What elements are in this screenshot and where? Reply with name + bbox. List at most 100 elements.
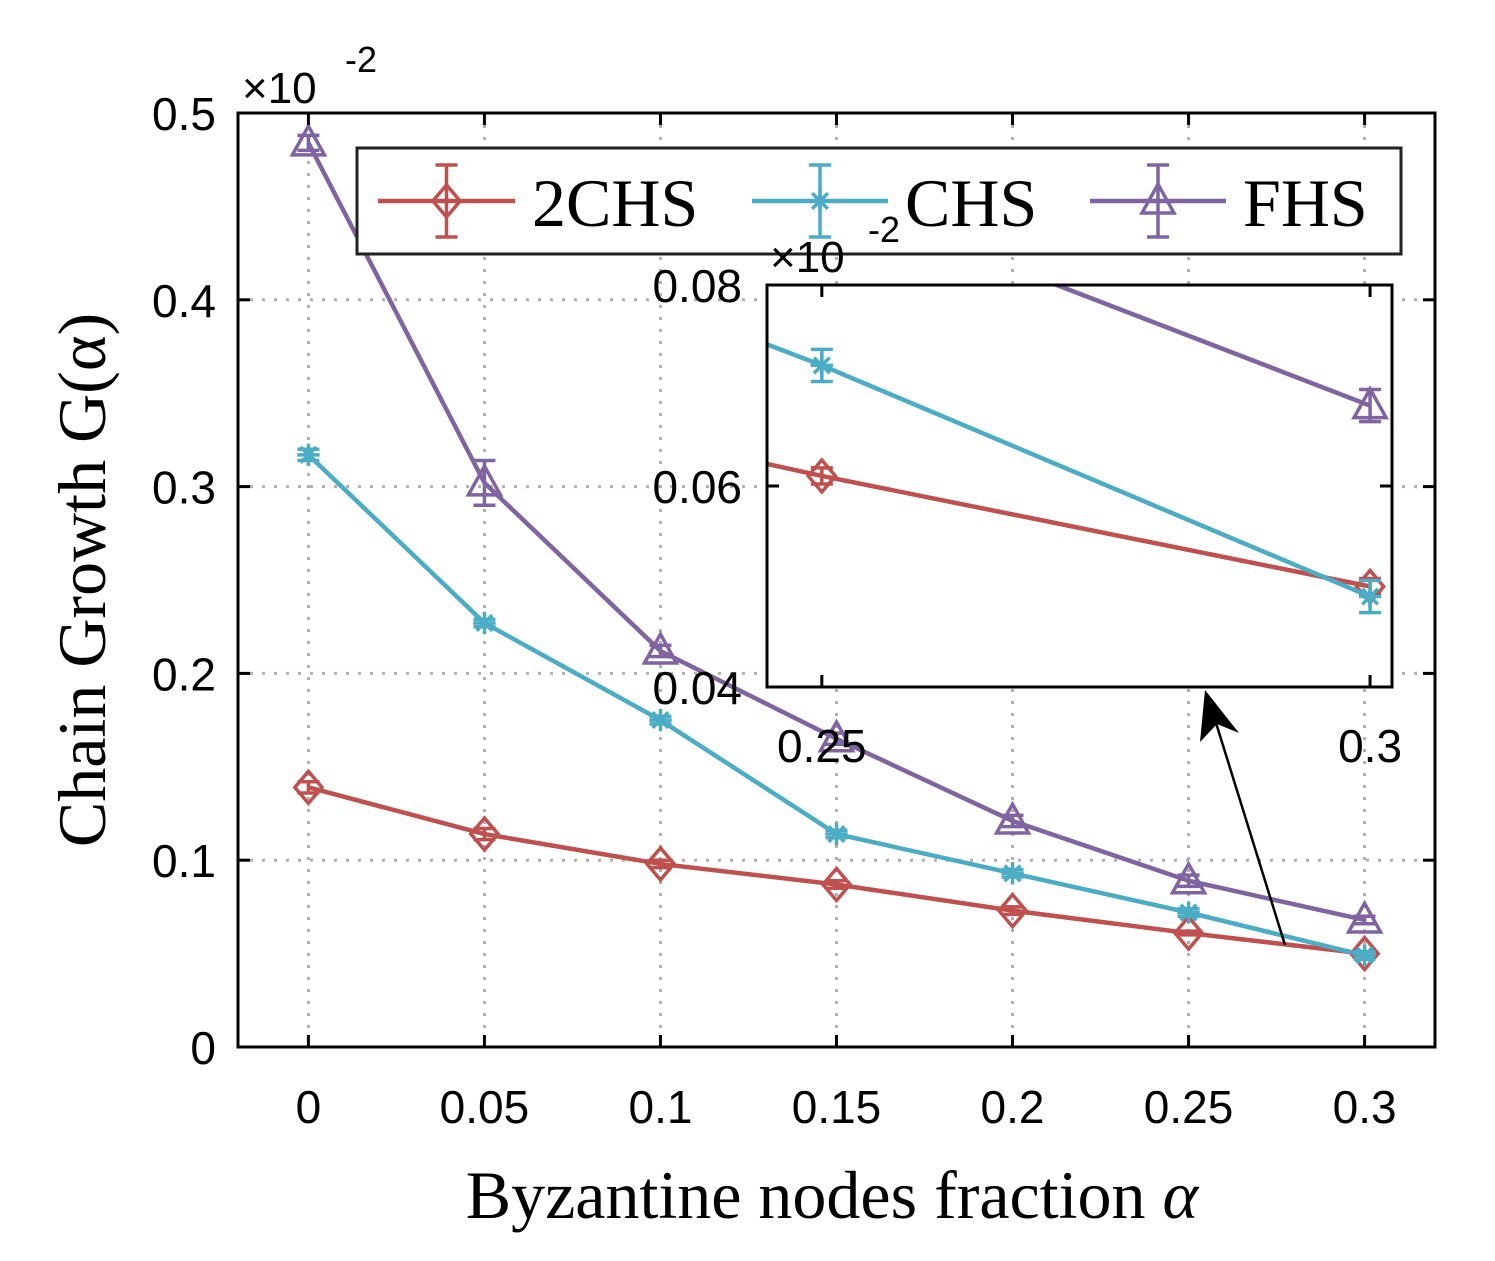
data-point-fhs-shape bbox=[465, 462, 504, 497]
data-point-2chs bbox=[1172, 914, 1205, 952]
x-tick-label: 0.05 bbox=[440, 1081, 530, 1133]
data-point-fhs bbox=[817, 718, 856, 753]
x-tick-label: 0.2 bbox=[981, 1081, 1045, 1133]
x-tick-label: 0.15 bbox=[792, 1081, 882, 1133]
inset-y-tick-label: 0.08 bbox=[652, 260, 742, 312]
legend-marker-chs bbox=[808, 189, 832, 213]
data-point-fhs bbox=[641, 630, 680, 665]
legend-error-bar-2chs bbox=[435, 163, 458, 239]
inset-data-point-chs-stroke bbox=[1360, 587, 1380, 606]
data-point-chs bbox=[1353, 944, 1376, 967]
data-point-2chs bbox=[1348, 934, 1381, 973]
inset-series bbox=[767, 285, 1390, 615]
legend-label-chs: CHS bbox=[905, 165, 1037, 241]
inset-x-tick-label: 0.3 bbox=[1338, 720, 1402, 772]
x-axis-label-symbol: α bbox=[1163, 1157, 1200, 1233]
data-point-2chs bbox=[644, 845, 677, 883]
data-point-2chs bbox=[468, 815, 501, 853]
inset-ticks: 0.25 0.3 0.04 0.06 0.08 bbox=[652, 260, 1402, 772]
inset-scale-exponent: -2 bbox=[868, 209, 900, 250]
y-tick-label: 0.1 bbox=[152, 835, 216, 887]
data-point-chs bbox=[825, 822, 848, 846]
x-tick-label: 0.25 bbox=[1144, 1081, 1234, 1133]
main-ticks: 0 0.05 0.1 0.15 0.2 0.25 0.3 0 0.1 0.2 0.3 0.4 0.5 bbox=[152, 88, 1435, 1133]
inset-data-point-fhs-shape bbox=[1351, 385, 1390, 420]
data-point-2chs-shape bbox=[644, 845, 677, 883]
y-tick-label: 0.5 bbox=[152, 88, 216, 140]
data-point-2chs-shape bbox=[820, 865, 853, 904]
y-tick-label: 0.4 bbox=[152, 275, 216, 327]
data-point-fhs-shape bbox=[641, 630, 680, 665]
x-axis-label: Byzantine nodes fraction α bbox=[466, 1157, 1200, 1233]
error-bar-fhs bbox=[297, 133, 320, 153]
inset-y-tick-label: 0.04 bbox=[652, 662, 742, 714]
data-point-chs-stroke bbox=[1355, 946, 1374, 965]
data-point-fhs-shape bbox=[1345, 899, 1384, 934]
data-point-chs-stroke bbox=[299, 445, 318, 464]
y-tick-label: 0 bbox=[190, 1022, 216, 1074]
data-point-fhs-shape bbox=[817, 718, 856, 753]
data-point-fhs bbox=[1169, 860, 1208, 895]
data-point-2chs bbox=[820, 865, 853, 904]
y-axis-label: Chain Growth G(α) bbox=[44, 313, 120, 847]
data-point-chs-stroke bbox=[651, 711, 670, 730]
inset-data-point-2chs bbox=[805, 457, 838, 495]
y-tick-label: 0.3 bbox=[152, 462, 216, 514]
legend-marker-2chs bbox=[430, 182, 463, 220]
main-series bbox=[289, 122, 1384, 973]
data-point-chs bbox=[1177, 901, 1200, 924]
legend-error-bar-fhs bbox=[1147, 163, 1169, 239]
legend-marker-chs-stroke bbox=[810, 191, 830, 211]
legend-marker-2chs-shape bbox=[430, 182, 463, 220]
data-point-chs-stroke bbox=[475, 613, 494, 633]
legend-label-2chs: 2CHS bbox=[532, 165, 698, 241]
inset-y-tick-label: 0.06 bbox=[652, 461, 742, 513]
inset-data-point-chs-stroke bbox=[812, 356, 831, 375]
data-point-fhs bbox=[465, 462, 504, 497]
error-bar-2chs bbox=[1177, 929, 1200, 937]
error-bar-2chs bbox=[1001, 905, 1024, 917]
legend-marker-fhs bbox=[1139, 180, 1177, 215]
data-point-fhs bbox=[1345, 899, 1384, 934]
error-bar-2chs bbox=[825, 878, 848, 890]
data-point-2chs-shape bbox=[1348, 934, 1381, 973]
zoom-arrow-head bbox=[1200, 690, 1239, 742]
data-point-chs bbox=[1001, 862, 1024, 885]
inset-data-point-fhs bbox=[1351, 385, 1390, 420]
data-point-chs bbox=[297, 443, 320, 467]
data-point-chs bbox=[473, 611, 496, 635]
legend-items: 2CHS CHS FHS bbox=[378, 163, 1368, 241]
legend-marker-fhs-shape bbox=[1139, 180, 1177, 215]
inset-data-point-chs bbox=[1358, 585, 1382, 608]
inset-data-point-2chs-shape bbox=[805, 457, 838, 495]
x-axis-label-text: Byzantine nodes fraction bbox=[466, 1157, 1163, 1233]
data-point-2chs-shape bbox=[468, 815, 501, 853]
data-point-2chs-shape bbox=[292, 768, 325, 807]
data-point-fhs-shape bbox=[1169, 860, 1208, 895]
data-point-2chs-shape bbox=[996, 891, 1029, 930]
data-point-chs bbox=[649, 708, 672, 732]
data-point-chs-stroke bbox=[1179, 903, 1198, 922]
inset-x-tick-label: 0.25 bbox=[777, 720, 867, 772]
main-scale-exponent: -2 bbox=[345, 39, 377, 80]
inset-data-point-chs bbox=[810, 354, 834, 377]
x-tick-label: 0 bbox=[296, 1081, 322, 1133]
x-tick-label: 0.3 bbox=[1333, 1081, 1397, 1133]
data-point-fhs-shape bbox=[289, 122, 328, 157]
data-point-2chs bbox=[292, 768, 325, 807]
data-point-chs-stroke bbox=[827, 824, 846, 844]
data-point-fhs bbox=[289, 122, 328, 157]
data-point-2chs-shape bbox=[1172, 914, 1205, 952]
error-bar-2chs bbox=[649, 858, 672, 870]
data-point-2chs bbox=[996, 891, 1029, 930]
zoom-arrow-line bbox=[1210, 709, 1287, 946]
data-point-fhs bbox=[993, 800, 1032, 835]
y-tick-label: 0.2 bbox=[152, 648, 216, 700]
main-scale-prefix: ×10 bbox=[242, 64, 317, 113]
data-point-fhs-shape bbox=[993, 800, 1032, 835]
inset-scale-prefix: ×10 bbox=[770, 233, 845, 282]
x-tick-label: 0.1 bbox=[628, 1081, 692, 1133]
legend-label-fhs: FHS bbox=[1243, 165, 1368, 241]
data-point-chs-stroke bbox=[1003, 864, 1022, 883]
